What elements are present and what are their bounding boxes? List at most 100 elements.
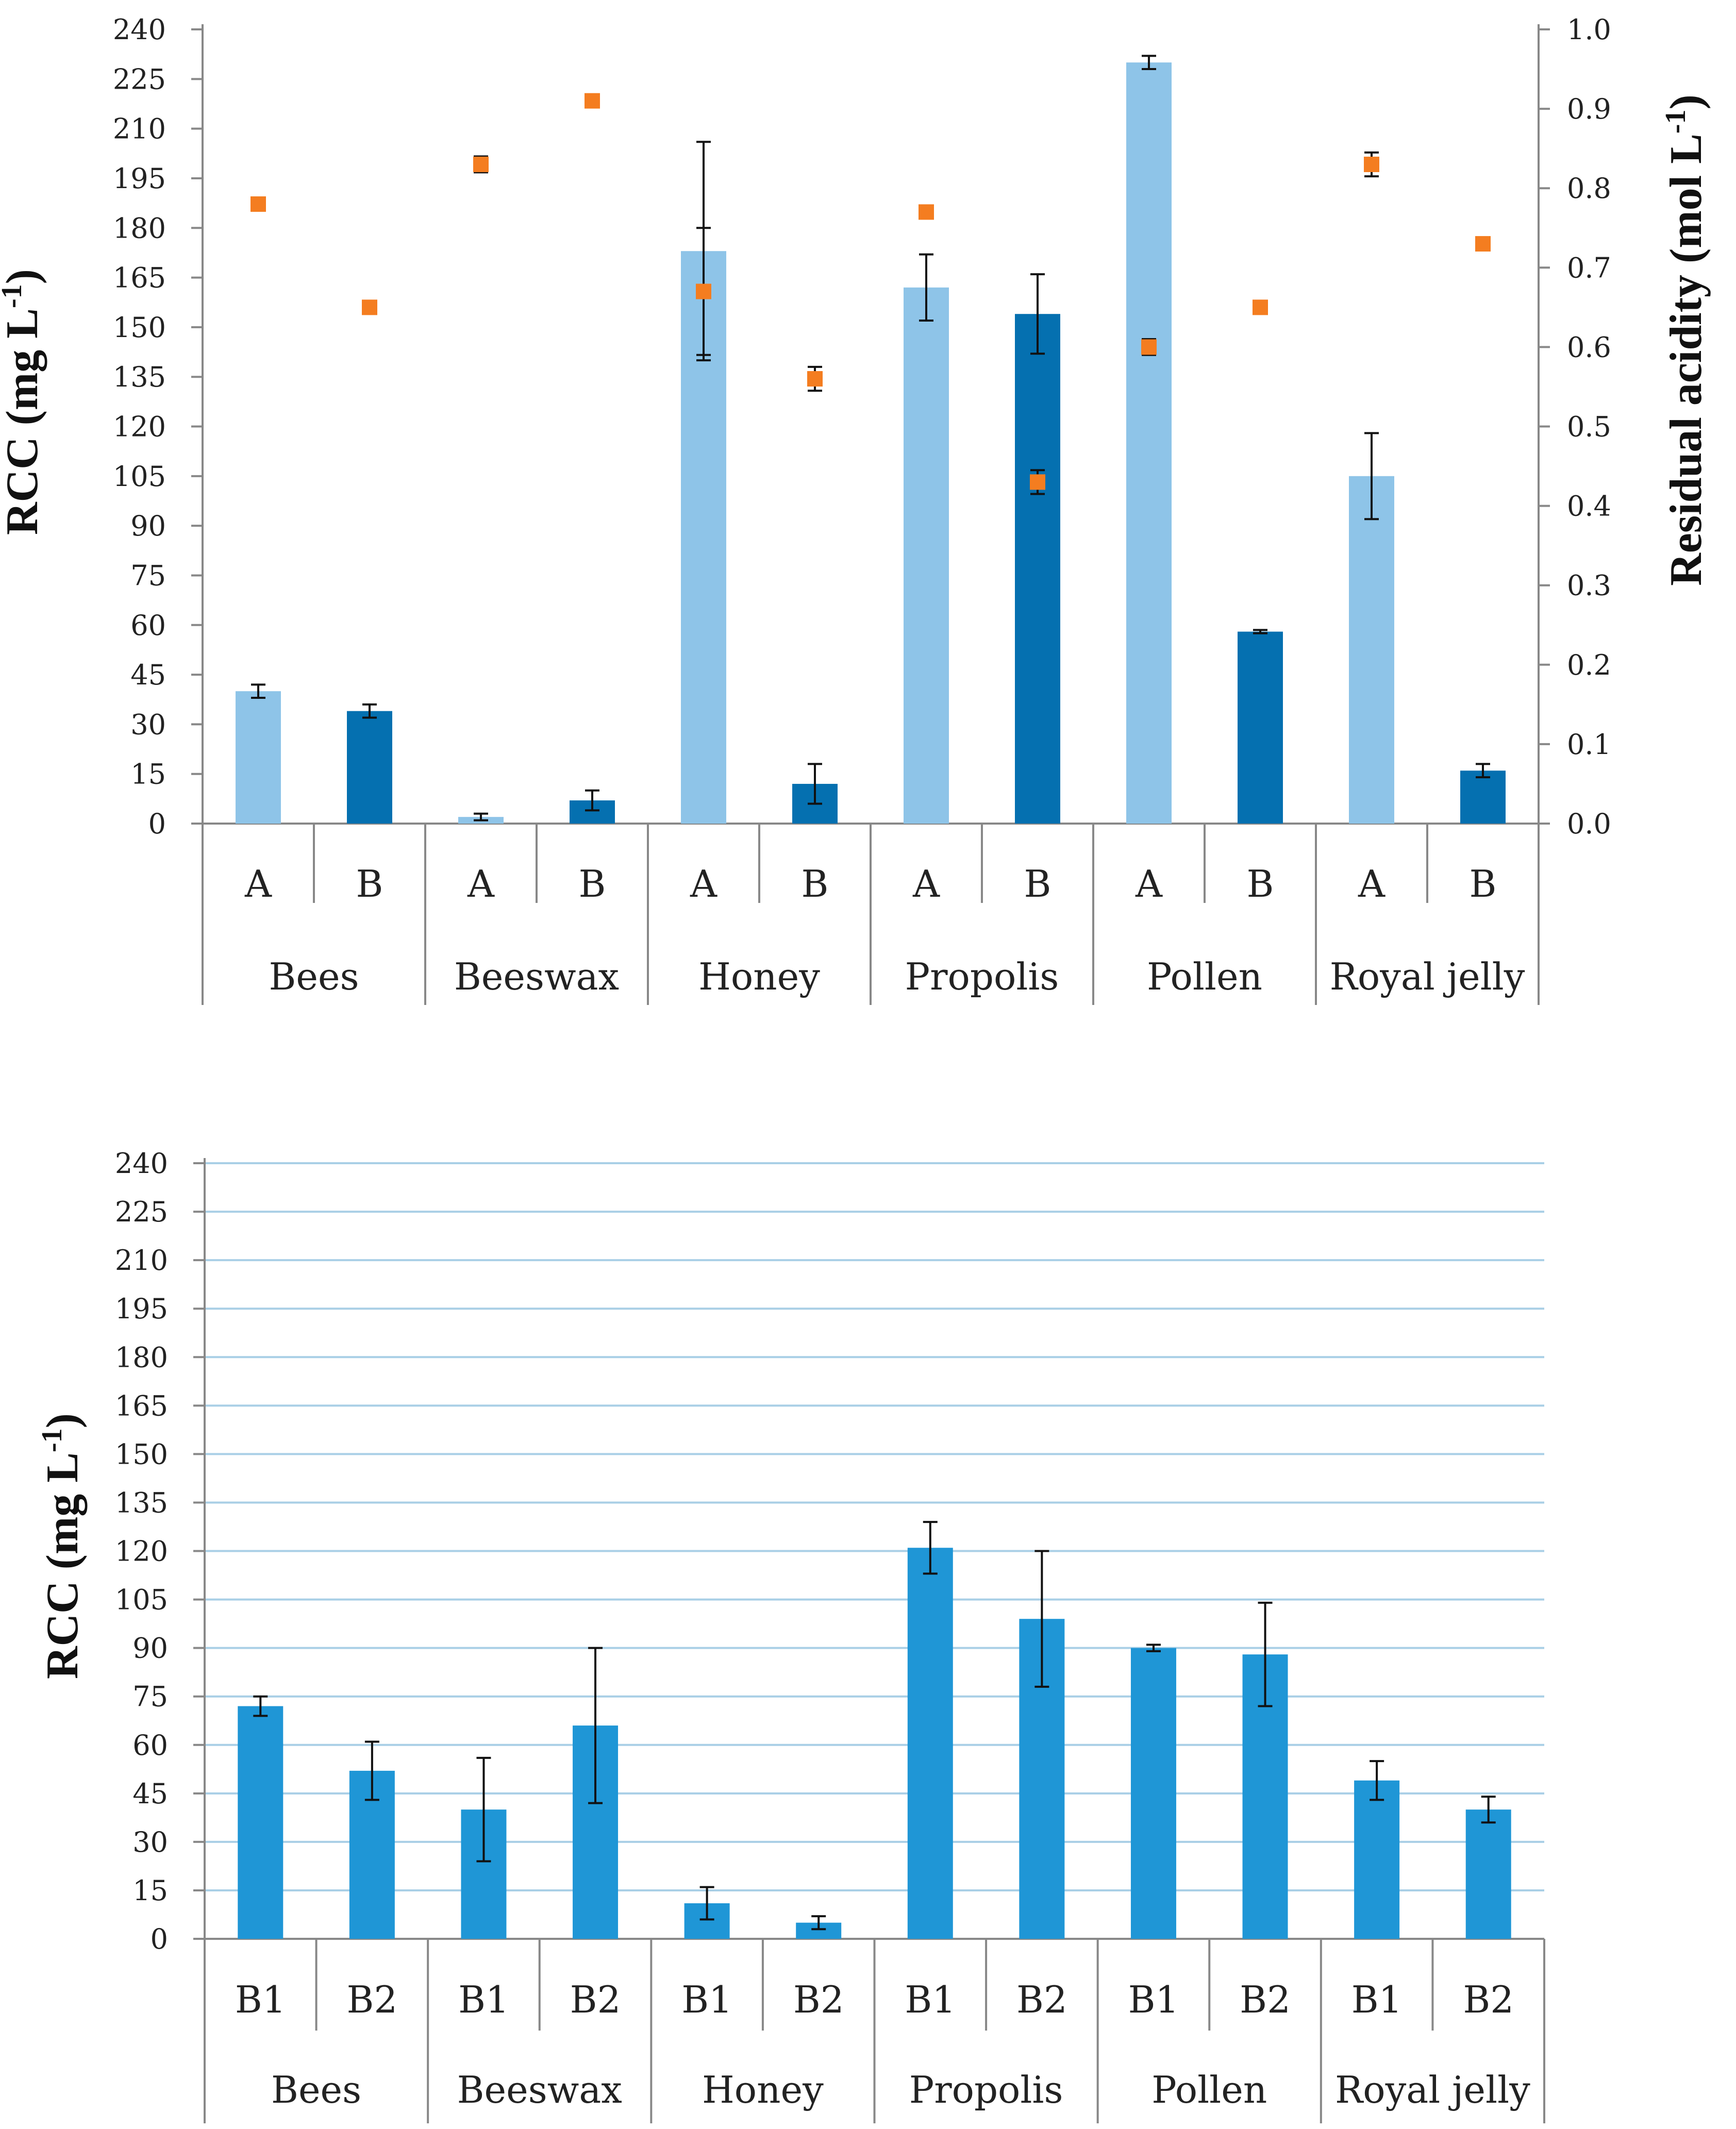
y-tick-label: 105	[115, 1584, 168, 1616]
x-category-label: B	[1024, 862, 1051, 906]
bar	[1460, 770, 1506, 824]
y-tick-label: 180	[115, 1341, 168, 1373]
y-tick-label: 195	[113, 162, 166, 195]
acidity-marker	[585, 93, 600, 109]
x-category-label: B2	[570, 1978, 621, 2021]
x-group-label: Bees	[271, 2068, 361, 2111]
y-tick-label: 135	[115, 1486, 168, 1519]
y-tick-label: 120	[115, 1535, 168, 1568]
acidity-marker	[1364, 156, 1379, 172]
y-right-tick-label: 0.2	[1567, 649, 1611, 681]
x-category-label: B	[579, 862, 606, 906]
chart-2: 0 15 30 45 60 75 90 105 120 135 150 165 180 195 210 225…	[36, 1147, 1545, 2123]
bar	[238, 1706, 283, 1939]
x-group-label: Bees	[269, 955, 359, 998]
acidity-marker	[473, 156, 489, 172]
y-right-tick-label: 0.4	[1567, 490, 1611, 523]
x-category-label: B1	[235, 1978, 286, 2021]
x-category-label: B	[356, 862, 383, 906]
y-axis-label-left: RCC (mg L-1)	[36, 1413, 88, 1679]
bar	[1465, 1809, 1511, 1939]
y-right-tick-label: 0.7	[1567, 252, 1611, 284]
y-tick-label: 150	[113, 311, 166, 344]
y-tick-label: 45	[132, 1778, 168, 1810]
acidity-marker	[807, 371, 823, 387]
x-category-label: B	[1470, 862, 1497, 906]
y-tick-label: 75	[132, 1681, 168, 1713]
y-tick-label: 165	[113, 262, 166, 294]
x-group-label: Pollen	[1147, 955, 1262, 998]
acidity-marker	[1253, 299, 1268, 315]
x-group-label: Propolis	[905, 955, 1059, 998]
y-tick-label: 225	[115, 1196, 168, 1228]
x-group-label: Royal jelly	[1335, 2068, 1530, 2111]
acidity-marker	[1030, 474, 1045, 490]
x-group-label: Honey	[702, 2068, 824, 2111]
y-axis-label-left: RCC (mg L-1)	[0, 269, 47, 535]
y-tick-label: 180	[113, 212, 166, 244]
x-category-label: B2	[1016, 1978, 1067, 2021]
y-right-tick-label: 0.5	[1567, 411, 1611, 443]
y-right-tick-label: 0.9	[1567, 93, 1611, 125]
x-group-label: Royal jelly	[1330, 955, 1525, 998]
y-tick-label: 0	[151, 1923, 168, 1955]
bar	[904, 287, 949, 824]
acidity-marker	[1475, 236, 1491, 252]
x-category-label: A	[1358, 862, 1386, 906]
y-tick-label: 165	[115, 1389, 168, 1422]
y-tick-label: 75	[130, 559, 166, 592]
y-tick-label: 30	[132, 1826, 168, 1858]
chart-1: 0 15 30 45 60 75 90 105 120 135 150 165 180 195 210 225…	[0, 13, 1711, 1005]
acidity-marker	[919, 204, 934, 220]
x-category-label: A	[1135, 862, 1163, 906]
y-tick-label: 210	[115, 1244, 168, 1277]
x-group-label: Beeswax	[457, 2068, 622, 2111]
x-category-label: B	[1247, 862, 1274, 906]
x-group-label: Beeswax	[454, 955, 619, 998]
y-tick-label: 105	[113, 460, 166, 493]
x-category-label: B2	[1240, 1978, 1291, 2021]
y-tick-label: 60	[132, 1729, 168, 1762]
acidity-marker	[251, 196, 266, 212]
y-right-tick-label: 0.6	[1567, 331, 1611, 363]
x-category-label: B2	[347, 1978, 398, 2021]
y-tick-label: 135	[113, 361, 166, 393]
x-category-label: A	[244, 862, 272, 906]
x-category-label: B1	[1128, 1978, 1179, 2021]
bar	[1015, 314, 1060, 824]
x-category-label: A	[690, 862, 717, 906]
y-tick-label: 195	[115, 1293, 168, 1325]
y-right-tick-label: 0.8	[1567, 172, 1611, 205]
y-tick-label: 240	[113, 13, 166, 46]
x-category-label: B2	[1463, 1978, 1514, 2021]
x-category-label: B1	[458, 1978, 509, 2021]
bar	[907, 1548, 953, 1939]
x-group-label: Pollen	[1151, 2068, 1267, 2111]
bar	[1349, 476, 1394, 824]
x-category-label: B1	[1351, 1978, 1403, 2021]
y-right-tick-label: 0.1	[1567, 728, 1611, 761]
bar	[1130, 1648, 1176, 1939]
y-tick-label: 60	[130, 609, 166, 642]
bar	[1126, 62, 1172, 824]
y-tick-label: 210	[113, 113, 166, 145]
acidity-marker	[362, 299, 377, 315]
y-tick-label: 45	[130, 659, 166, 691]
x-category-label: B2	[793, 1978, 844, 2021]
y-tick-label: 15	[132, 1874, 168, 1907]
y-tick-label: 90	[132, 1632, 168, 1665]
x-category-label: B1	[905, 1978, 956, 2021]
acidity-marker	[1141, 339, 1157, 355]
y-tick-label: 30	[130, 708, 166, 741]
x-group-label: Honey	[698, 955, 820, 998]
y-right-tick-label: 0.3	[1567, 569, 1611, 602]
y-tick-label: 120	[113, 411, 166, 443]
bar	[1354, 1780, 1400, 1939]
y-tick-label: 240	[115, 1147, 168, 1180]
y-right-tick-label: 1.0	[1567, 13, 1611, 46]
acidity-marker	[696, 283, 711, 299]
x-group-label: Propolis	[909, 2068, 1063, 2111]
bar	[347, 711, 392, 824]
x-category-label: A	[467, 862, 495, 906]
